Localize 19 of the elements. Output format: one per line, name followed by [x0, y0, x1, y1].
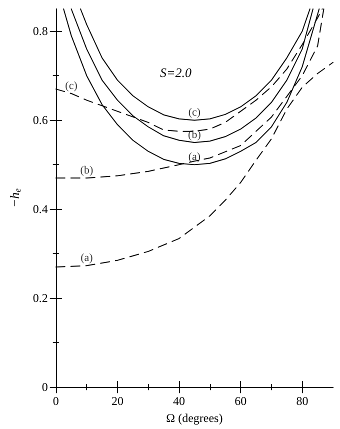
annotation: (a): [80, 252, 94, 264]
annotation: (b): [188, 128, 202, 141]
annotation: (b): [80, 164, 94, 177]
annotation: (a): [188, 151, 201, 164]
annotation: S=2.0: [160, 65, 192, 80]
annotation: (c): [65, 80, 78, 92]
x-tick-label: 60: [234, 394, 247, 408]
y-tick-label: 0: [42, 380, 48, 394]
x-tick-label: 80: [296, 394, 308, 408]
x-tick-label: 20: [111, 394, 124, 408]
y-tick-label: 0.2: [32, 291, 48, 306]
x-axis-title: Ω (degrees): [166, 411, 223, 425]
y-tick-label: 0.8: [32, 24, 48, 38]
x-tick-label: 0: [52, 394, 59, 408]
y-tick-label: 0.4: [32, 202, 48, 216]
y-axis-title: −he: [7, 188, 22, 208]
y-tick-label: 0.6: [32, 113, 48, 128]
annotation: (c): [188, 106, 201, 119]
x-tick-label: 40: [173, 394, 186, 408]
